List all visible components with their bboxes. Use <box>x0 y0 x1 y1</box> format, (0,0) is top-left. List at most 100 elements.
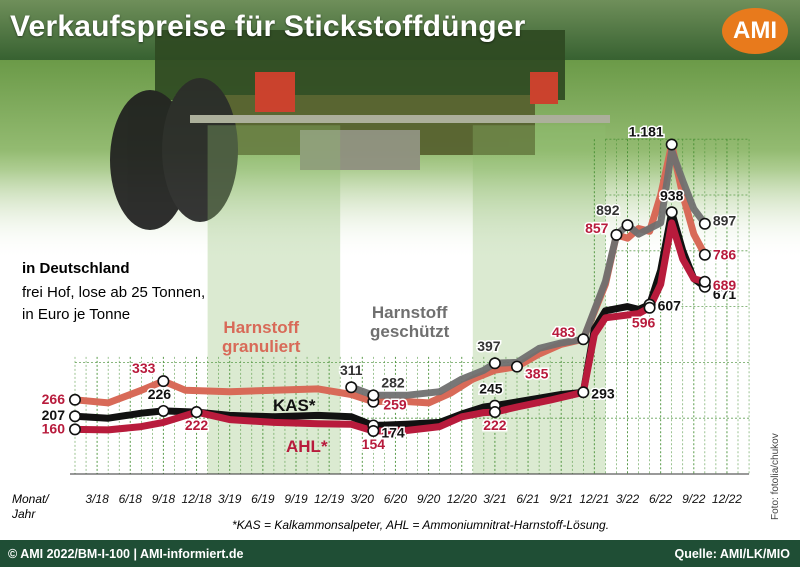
fertilizer-spreader-illustration <box>110 30 610 230</box>
data-marker <box>643 301 656 314</box>
data-label: 226 <box>148 386 172 402</box>
x-axis-title-line-1: Monat/ <box>12 492 49 506</box>
data-label: 311 <box>340 362 363 378</box>
data-label: 222 <box>185 417 209 433</box>
data-marker <box>157 404 170 417</box>
data-label: 207 <box>42 407 66 423</box>
data-label: 1.181 <box>629 124 664 140</box>
x-axis-title-line-2: Jahr <box>12 507 36 521</box>
data-label: 222 <box>483 417 507 433</box>
x-tick-label: 3/19 <box>218 492 242 506</box>
footer-source: Quelle: AMI/LK/MIO <box>674 547 790 561</box>
data-label: 397 <box>477 338 501 354</box>
x-tick-label: 9/19 <box>284 492 308 506</box>
subtitle-line-1: frei Hof, lose ab 25 Tonnen, <box>22 284 206 301</box>
legend-harnstoff-geschuetzt: Harnstoff geschützt <box>370 303 449 341</box>
ami-logo: AMI <box>722 8 788 54</box>
data-label: 938 <box>660 187 684 203</box>
data-labels: 266 333 259 385 483 857 1.181 786 311 282 397 892 89… <box>40 122 738 454</box>
grid-lines <box>70 138 750 475</box>
legend-ahl-text: AHL* <box>286 437 328 456</box>
x-axis-title: Monat/ Jahr <box>12 492 49 522</box>
data-marker <box>69 423 82 436</box>
legend-ahl: AHL* <box>286 437 328 456</box>
x-tick-label: 3/21 <box>483 492 506 506</box>
data-marker <box>488 357 501 370</box>
data-label: 483 <box>552 324 576 340</box>
x-tick-label: 6/21 <box>516 492 539 506</box>
x-tick-label: 12/19 <box>314 492 344 506</box>
data-label: 293 <box>591 385 615 401</box>
data-marker <box>69 393 82 406</box>
x-tick-label: 12/20 <box>447 492 477 506</box>
x-tick-label: 3/22 <box>616 492 640 506</box>
x-tick-label: 6/18 <box>119 492 143 506</box>
data-marker <box>665 138 678 151</box>
data-markers <box>69 138 711 438</box>
data-marker <box>488 406 501 419</box>
data-marker <box>665 206 678 219</box>
data-label: 154 <box>362 436 386 452</box>
legend-harnstoff-granuliert-line-2: granuliert <box>222 337 301 356</box>
x-tick-label: 3/18 <box>85 492 109 506</box>
data-marker <box>621 219 634 232</box>
data-marker <box>367 425 380 438</box>
data-label: 897 <box>713 213 737 229</box>
data-label: 607 <box>658 298 682 314</box>
x-tick-label: 9/22 <box>682 492 706 506</box>
data-marker <box>698 217 711 230</box>
series-line-0 <box>71 141 709 407</box>
data-label: 671 <box>713 286 737 302</box>
data-marker <box>698 275 711 288</box>
subtitle-region: in Deutschland <box>22 260 130 277</box>
legend-kas-text: KAS* <box>273 396 316 415</box>
footer-copyright: © AMI 2022/BM-I-100 | AMI-informiert.de <box>8 547 244 561</box>
data-marker <box>367 389 380 402</box>
x-tick-label: 12/18 <box>182 492 212 506</box>
legend-harnstoff-geschuetzt-line-1: Harnstoff <box>371 303 448 322</box>
data-label: 259 <box>383 397 407 413</box>
x-tick-label: 12/22 <box>712 492 742 506</box>
subtitle-line-2: in Euro je Tonne <box>22 306 131 323</box>
data-marker <box>577 386 590 399</box>
data-label: 385 <box>525 366 549 382</box>
footer-bar: © AMI 2022/BM-I-100 | AMI-informiert.de … <box>0 540 800 567</box>
data-label: 786 <box>713 247 737 263</box>
data-marker <box>157 375 170 388</box>
x-tick-label: 9/21 <box>550 492 573 506</box>
data-label: 689 <box>713 277 737 293</box>
data-label: 333 <box>132 360 156 376</box>
chart-title: Verkaufspreise für Stickstoffdünger <box>10 10 526 43</box>
x-tick-label: 9/20 <box>417 492 441 506</box>
data-label: 266 <box>42 391 66 407</box>
legend-kas: KAS* <box>273 396 316 415</box>
data-label: 245 <box>479 381 503 397</box>
x-tick-label: 6/22 <box>649 492 673 506</box>
data-label: 857 <box>585 220 609 236</box>
x-tick-label: 6/20 <box>384 492 408 506</box>
data-marker <box>69 410 82 423</box>
data-label: 160 <box>42 420 66 436</box>
photo-credit: Foto: fotolia/chukov <box>770 433 781 520</box>
data-marker <box>610 228 623 241</box>
legend-harnstoff-geschuetzt-line-2: geschützt <box>370 322 450 341</box>
x-tick-label: 3/20 <box>351 492 375 506</box>
data-marker <box>577 333 590 346</box>
data-label: 282 <box>381 374 405 390</box>
data-marker <box>698 248 711 261</box>
x-axis-ticks: 3/18 6/18 9/18 12/18 3/19 6/19 9/19 12/19 3/20 6/… <box>85 492 742 506</box>
data-label: 596 <box>632 315 656 331</box>
data-marker <box>190 406 203 419</box>
x-tick-label: 12/21 <box>579 492 609 506</box>
x-tick-label: 6/19 <box>251 492 275 506</box>
data-label: 174 <box>381 424 405 440</box>
data-marker <box>510 360 523 373</box>
legend-harnstoff-granuliert: Harnstoff granuliert <box>222 318 300 356</box>
x-tick-label: 9/18 <box>152 492 176 506</box>
data-marker <box>345 381 358 394</box>
legend-harnstoff-granuliert-line-1: Harnstoff <box>223 318 299 337</box>
footnote: *KAS = Kalkammonsalpeter, AHL = Ammonium… <box>232 518 610 532</box>
data-label: 892 <box>596 202 620 218</box>
